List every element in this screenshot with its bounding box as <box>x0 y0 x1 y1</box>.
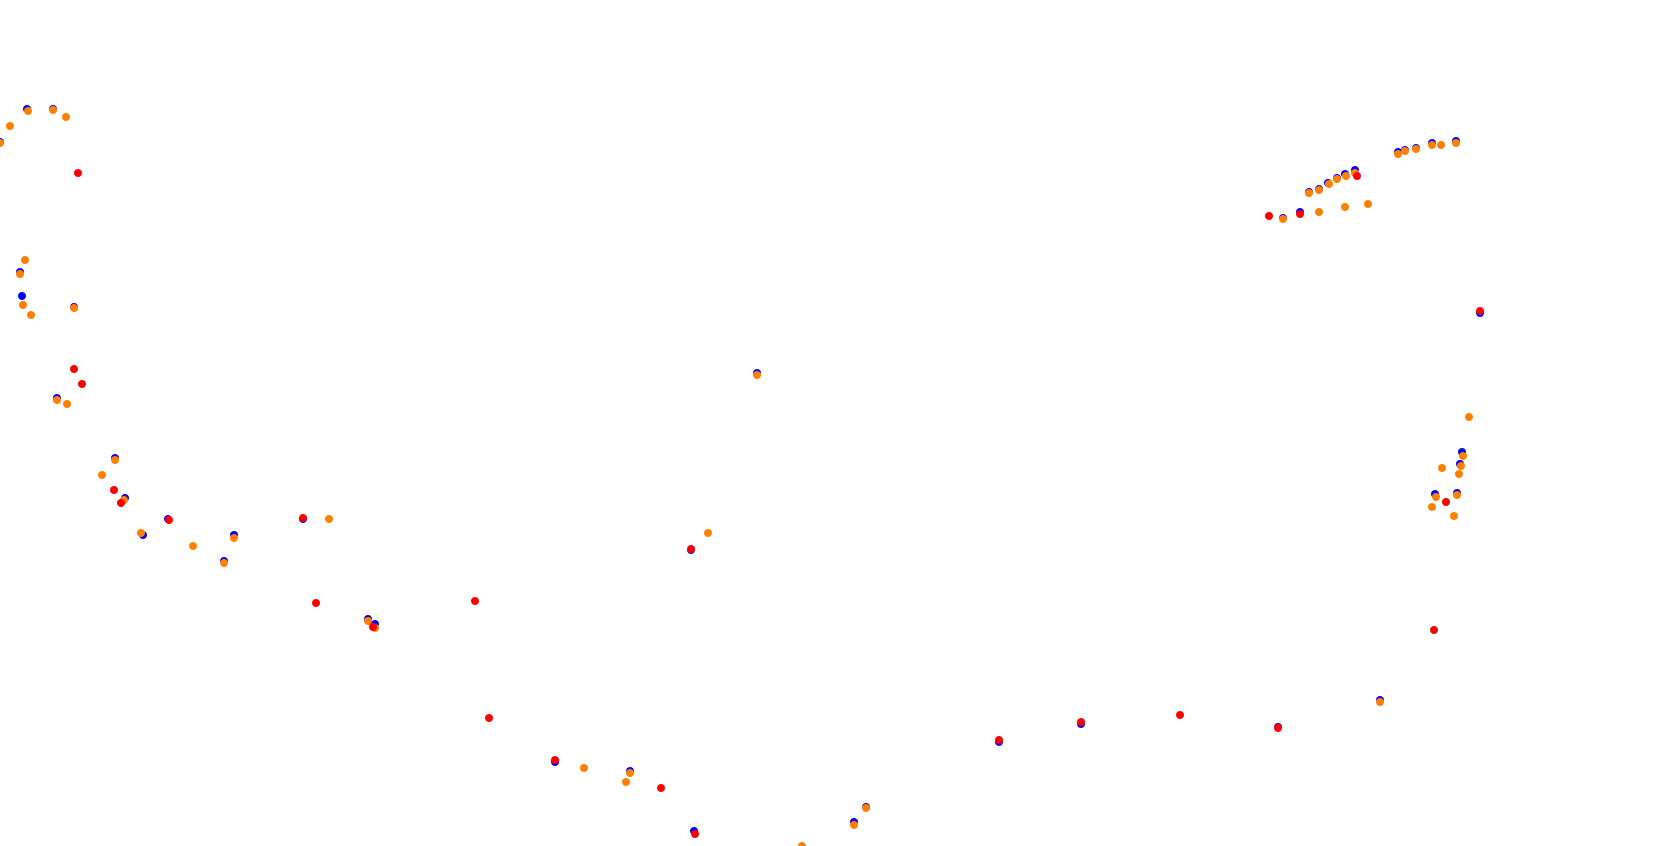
point <box>18 292 26 300</box>
point <box>1176 711 1184 719</box>
point <box>1455 470 1463 478</box>
point <box>1315 208 1323 216</box>
point <box>1305 189 1313 197</box>
point <box>364 617 372 625</box>
point <box>1353 172 1361 180</box>
point <box>471 597 479 605</box>
point <box>1296 210 1304 218</box>
point <box>551 756 559 764</box>
point <box>1412 145 1420 153</box>
point <box>165 516 173 524</box>
point <box>230 534 238 542</box>
point <box>1437 141 1445 149</box>
point <box>63 400 71 408</box>
point <box>1428 503 1436 511</box>
point <box>995 736 1003 744</box>
point <box>78 380 86 388</box>
point <box>98 471 106 479</box>
point <box>1376 698 1384 706</box>
point <box>580 764 588 772</box>
point <box>622 778 630 786</box>
point <box>111 456 119 464</box>
point <box>626 769 634 777</box>
point <box>19 301 27 309</box>
point <box>687 545 695 553</box>
point <box>110 486 118 494</box>
point <box>62 113 70 121</box>
point <box>704 529 712 537</box>
point <box>24 107 32 115</box>
point <box>1315 186 1323 194</box>
point <box>1274 724 1282 732</box>
point <box>485 714 493 722</box>
point <box>70 365 78 373</box>
point <box>189 542 197 550</box>
point <box>220 559 228 567</box>
point <box>49 106 57 114</box>
point <box>369 623 377 631</box>
point <box>1364 200 1372 208</box>
point <box>753 371 761 379</box>
point <box>27 311 35 319</box>
point <box>70 304 78 312</box>
point <box>657 784 665 792</box>
point <box>312 599 320 607</box>
point <box>1401 147 1409 155</box>
point <box>1438 464 1446 472</box>
point <box>0 139 4 147</box>
point <box>299 514 307 522</box>
point <box>1341 203 1349 211</box>
point <box>1394 150 1402 158</box>
point <box>325 515 333 523</box>
point <box>1442 498 1450 506</box>
point <box>1452 139 1460 147</box>
point <box>6 122 14 130</box>
point <box>691 830 699 838</box>
point <box>1465 413 1473 421</box>
point <box>1428 141 1436 149</box>
point <box>1265 212 1273 220</box>
point <box>1450 512 1458 520</box>
point <box>862 804 870 812</box>
point <box>1432 493 1440 501</box>
point <box>74 169 82 177</box>
point <box>1430 626 1438 634</box>
point <box>1333 175 1341 183</box>
point <box>1077 718 1085 726</box>
point <box>16 270 24 278</box>
point <box>1453 491 1461 499</box>
point <box>53 396 61 404</box>
point <box>1459 452 1467 460</box>
point <box>1457 462 1465 470</box>
point <box>1325 180 1333 188</box>
point <box>1279 215 1287 223</box>
point <box>117 499 125 507</box>
point <box>850 821 858 829</box>
point <box>137 529 145 537</box>
point <box>1342 172 1350 180</box>
point <box>21 256 29 264</box>
point <box>798 842 806 846</box>
point <box>1476 307 1484 315</box>
